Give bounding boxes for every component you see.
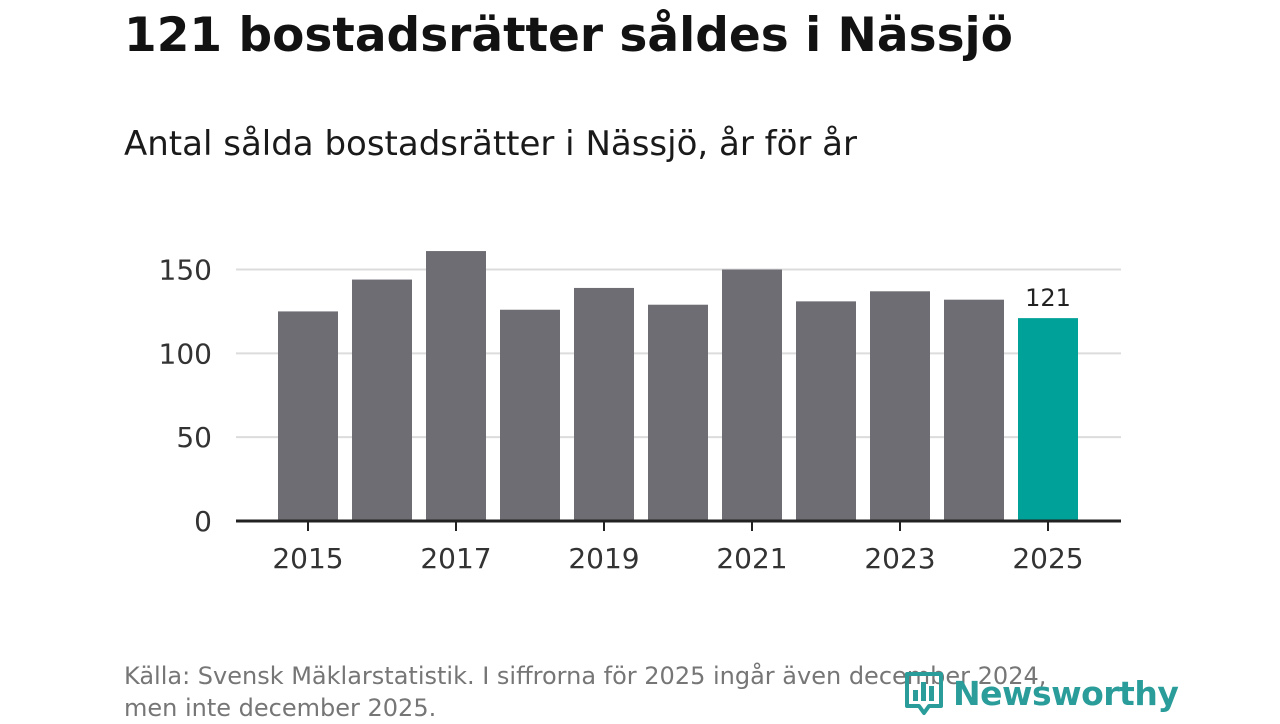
bar-2015 <box>278 311 338 521</box>
y-tick-label-100: 100 <box>159 337 212 370</box>
data-label-2025: 121 <box>1025 284 1071 312</box>
bar-chart-logo-icon <box>905 672 943 715</box>
bar-2018 <box>500 309 560 521</box>
chart-title: 121 bostadsrätter såldes i Nässjö <box>124 8 1013 63</box>
newsworthy-logo: Newsworthy <box>903 670 1179 716</box>
y-tick-label-150: 150 <box>159 254 212 287</box>
x-tick-label-2025: 2025 <box>1012 542 1083 575</box>
bar-2021 <box>722 269 782 521</box>
source-line-2: men inte december 2025. <box>124 694 437 722</box>
x-tick-label-2021: 2021 <box>716 542 787 575</box>
x-tick-label-2023: 2023 <box>864 542 935 575</box>
source-note: Källa: Svensk Mäklarstatistik. I siffror… <box>124 660 1124 724</box>
logo-text: Newsworthy <box>953 673 1179 713</box>
x-tick-label-2015: 2015 <box>272 542 343 575</box>
bar-2016 <box>352 279 412 521</box>
bar-chart: 0 50 100 150 121 2015 2017 2019 2021 2023 2025 <box>159 251 1121 575</box>
bar-2023 <box>870 291 930 521</box>
source-line-1: Källa: Svensk Mäklarstatistik. I siffror… <box>124 662 1047 690</box>
x-tick-label-2017: 2017 <box>420 542 491 575</box>
bar-2019 <box>574 287 634 521</box>
bar-2024 <box>944 299 1004 521</box>
bar-2022 <box>796 301 856 521</box>
chart-subtitle: Antal sålda bostadsrätter i Nässjö, år f… <box>124 124 857 164</box>
bar-2025 <box>1018 318 1078 521</box>
bar-2020 <box>648 304 708 521</box>
x-tick-label-2019: 2019 <box>568 542 639 575</box>
y-tick-label-0: 0 <box>194 505 212 538</box>
y-tick-label-50: 50 <box>176 421 212 454</box>
bar-2017 <box>426 251 486 521</box>
